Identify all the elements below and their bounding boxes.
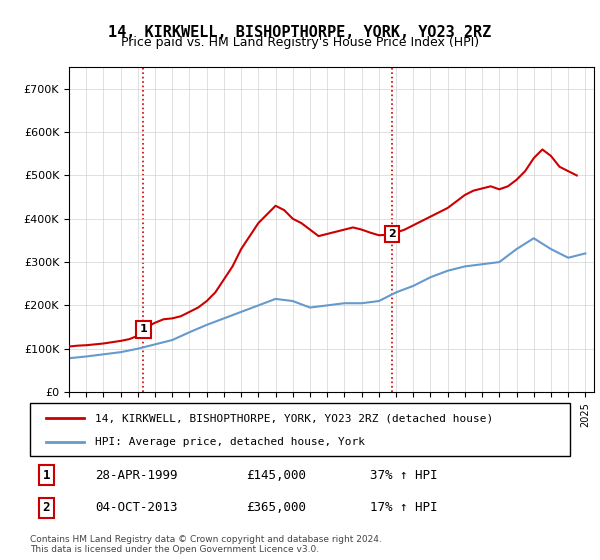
Text: 1: 1	[43, 469, 50, 482]
Text: HPI: Average price, detached house, York: HPI: Average price, detached house, York	[95, 436, 365, 446]
Text: 14, KIRKWELL, BISHOPTHORPE, YORK, YO23 2RZ (detached house): 14, KIRKWELL, BISHOPTHORPE, YORK, YO23 2…	[95, 413, 493, 423]
Text: 14, KIRKWELL, BISHOPTHORPE, YORK, YO23 2RZ: 14, KIRKWELL, BISHOPTHORPE, YORK, YO23 2…	[109, 25, 491, 40]
Text: £365,000: £365,000	[246, 501, 306, 515]
Text: Contains HM Land Registry data © Crown copyright and database right 2024.
This d: Contains HM Land Registry data © Crown c…	[30, 535, 382, 554]
Text: 04-OCT-2013: 04-OCT-2013	[95, 501, 178, 515]
Text: 2: 2	[43, 501, 50, 515]
Text: 28-APR-1999: 28-APR-1999	[95, 469, 178, 482]
Text: Price paid vs. HM Land Registry's House Price Index (HPI): Price paid vs. HM Land Registry's House …	[121, 36, 479, 49]
Text: 17% ↑ HPI: 17% ↑ HPI	[370, 501, 438, 515]
Text: 2: 2	[388, 229, 395, 239]
Text: £145,000: £145,000	[246, 469, 306, 482]
FancyBboxPatch shape	[30, 403, 570, 456]
Text: 37% ↑ HPI: 37% ↑ HPI	[370, 469, 438, 482]
Text: 1: 1	[139, 324, 147, 334]
